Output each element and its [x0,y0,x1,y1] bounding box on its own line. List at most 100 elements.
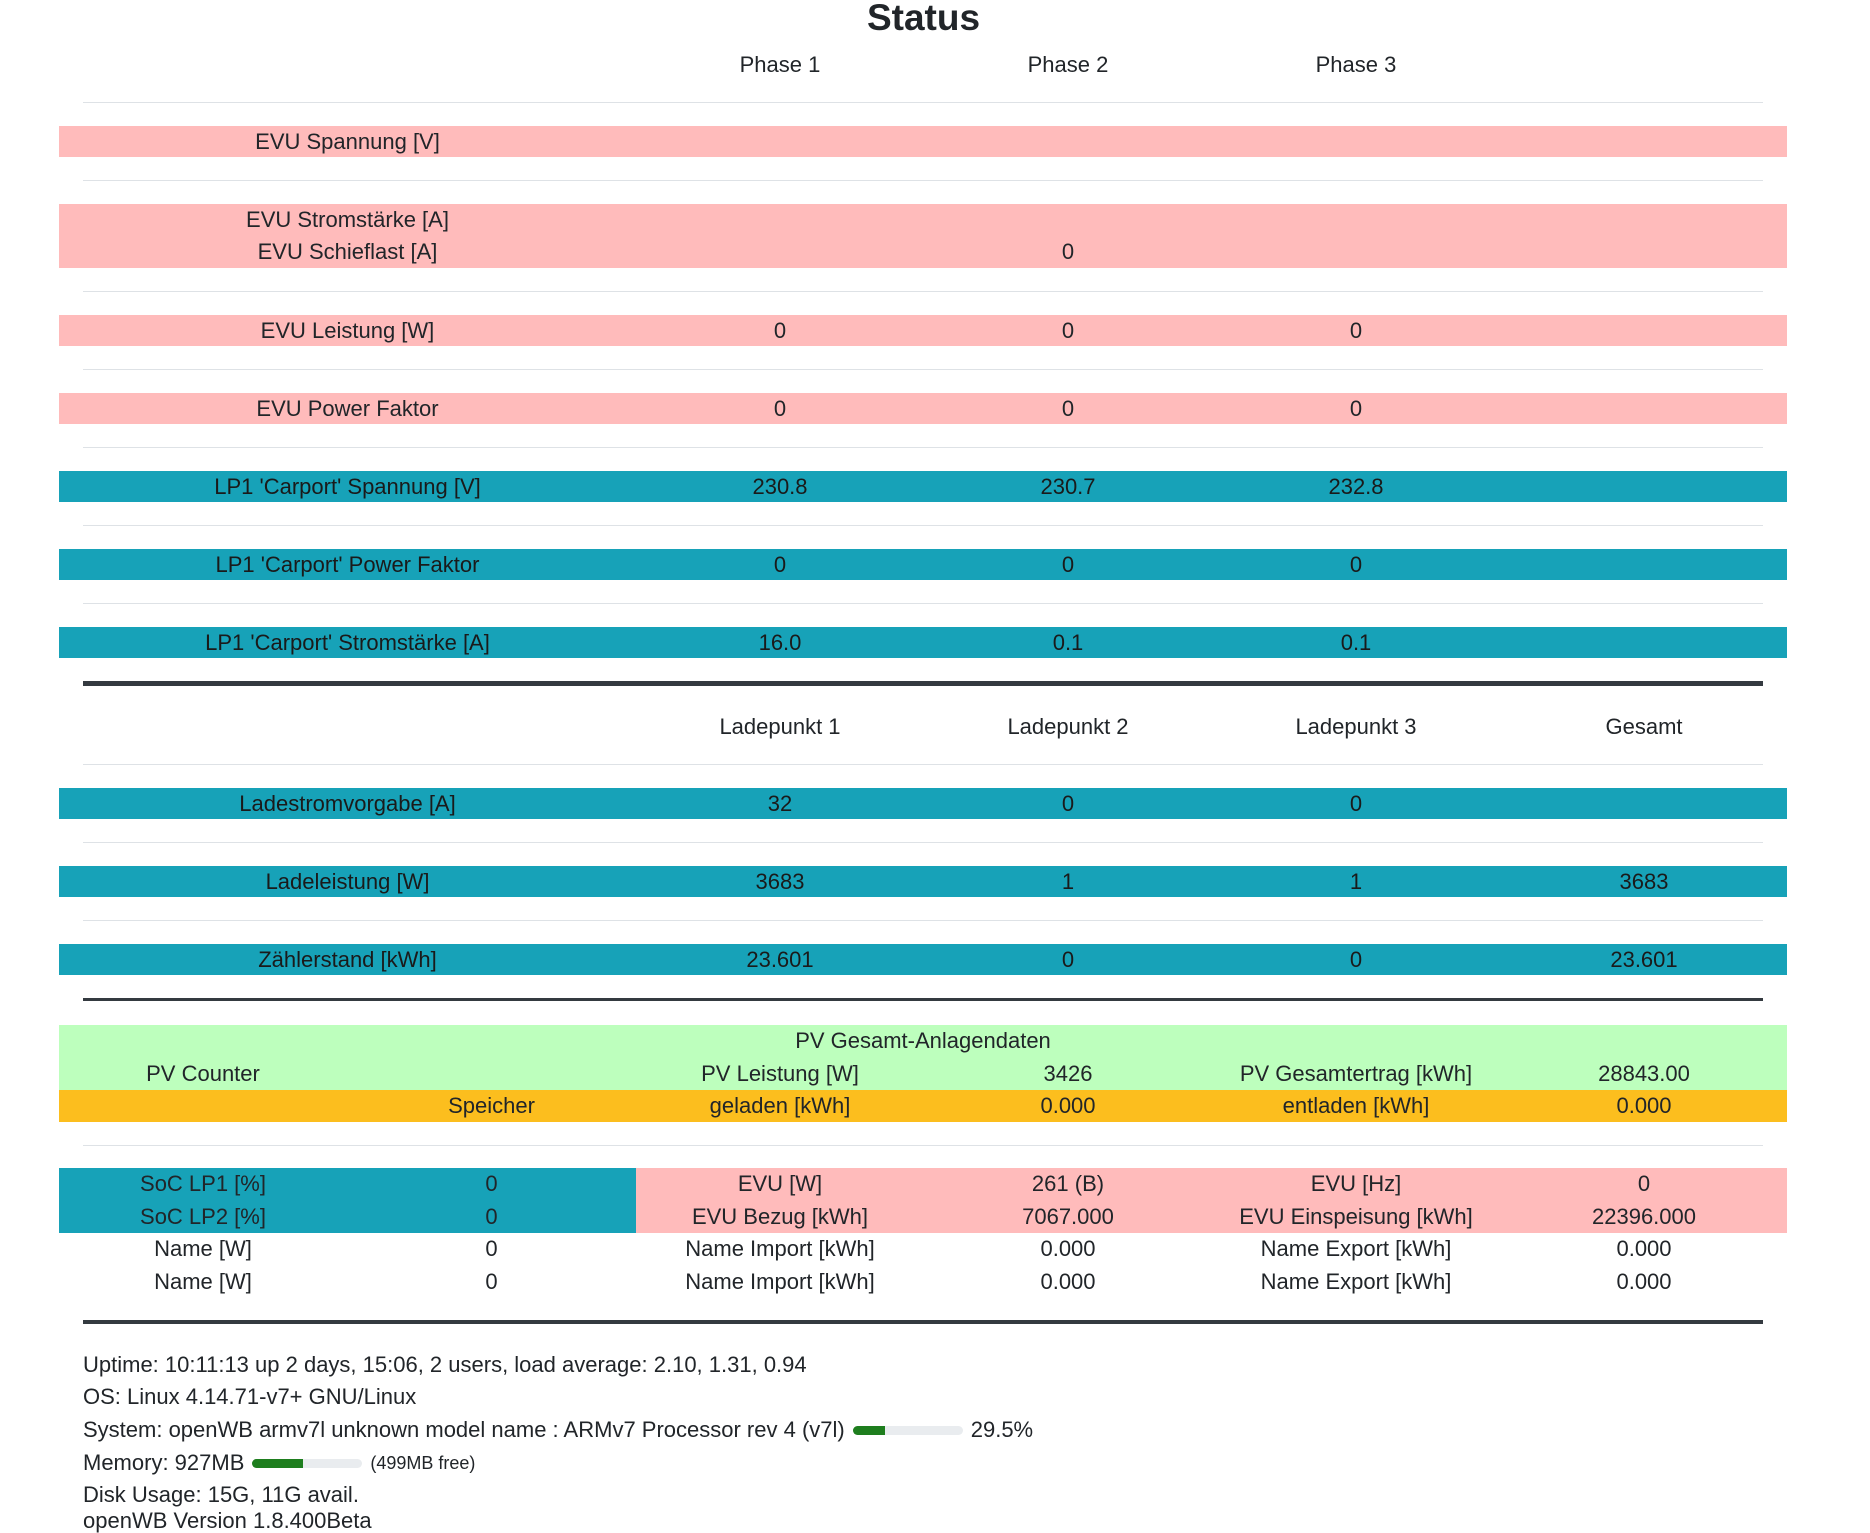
os-text: OS: Linux 4.14.71-v7+ GNU/Linux [83,1384,417,1409]
name-row: Name [W] 0 Name Import [kWh] 0.000 Name … [59,1233,1787,1265]
ladepunkt-3-value: 0 [1349,946,1363,972]
phase-1-value: 16.0 [758,629,802,655]
evu-background [636,1168,1787,1233]
phase-1-header: Phase 1 [739,51,821,77]
ladepunkt-2-header: Ladepunkt 2 [1007,713,1129,739]
ladepunkt-1-value: 32 [767,790,793,816]
pv-row: PV Gesamt-Anlagendaten PV Counter PV Lei… [59,1025,1787,1090]
ladepunkt-3-value: 1 [1349,868,1363,894]
evu-hz-value: 0 [1637,1171,1651,1196]
speicher-entladen-value: 0.000 [1616,1093,1672,1118]
row-label: EVU Leistung [W] [260,317,435,343]
phase-3-value: 0 [1349,395,1363,421]
row-label: Zählerstand [kWh] [258,946,437,972]
disk-text: Disk Usage: 15G, 11G avail. [83,1482,359,1507]
row-label: LP1 'Carport' Spannung [V] [214,473,481,499]
evu-strom-row: EVU Stromstärke [A] EVU Schieflast [A] 0 [59,204,1787,268]
version-text: openWB Version 1.8.400Beta [83,1508,372,1533]
system-text: System: openWB armv7l unknown model name… [83,1417,845,1442]
name-export-label: Name Export [kWh] [1260,1236,1452,1261]
page-title: Status [866,0,981,38]
evu-leistung-row: EVU Leistung [W] 0 0 0 [59,315,1787,346]
divider [83,369,1763,370]
evu-bezug-value: 7067.000 [1022,1203,1114,1229]
memory-progress-bar [252,1458,363,1468]
lp1-stromstaerke-row: LP1 'Carport' Stromstärke [A] 16.0 0.1 0… [59,627,1787,658]
uptime-text: Uptime: 10:11:13 up 2 days, 15:06, 2 use… [83,1352,807,1377]
divider [83,764,1763,765]
soc-evu-block: SoC LP1 [%] 0 EVU [W] 261 (B) EVU [Hz] 0… [59,1168,1787,1233]
phase-2-value: 0 [1061,317,1075,343]
system-line: System: openWB armv7l unknown model name… [83,1414,1033,1446]
speicher-geladen-label: geladen [kWh] [709,1093,851,1118]
name-value: 0 [485,1236,498,1261]
name-value: 0 [485,1268,498,1294]
name-import-value: 0.000 [1040,1268,1096,1294]
ladestromvorgabe-row: Ladestromvorgabe [A] 32 0 0 [59,788,1787,819]
row-label: LP1 'Carport' Power Faktor [215,551,480,577]
name-import-label: Name Import [kWh] [685,1268,875,1294]
evu-einspeisung-label: EVU Einspeisung [kWh] [1239,1203,1473,1229]
name-export-value: 0.000 [1616,1268,1672,1294]
divider [83,447,1763,448]
name-import-label: Name Import [kWh] [685,1236,875,1261]
ladepunkt-header-row: Ladepunkt 1 Ladepunkt 2 Ladepunkt 3 Gesa… [59,711,1787,742]
evu-hz-label: EVU [Hz] [1310,1171,1402,1196]
name-export-value: 0.000 [1616,1236,1672,1261]
evu-power-faktor-row: EVU Power Faktor 0 0 0 [59,393,1787,424]
evu-w-value: 261 (B) [1031,1171,1105,1196]
ladepunkt-3-header: Ladepunkt 3 [1295,713,1417,739]
row-label: LP1 'Carport' Stromstärke [A] [205,629,490,655]
divider [83,525,1763,526]
evu-w-label: EVU [W] [737,1171,823,1196]
name-label: Name [W] [154,1236,252,1261]
ladepunkt-1-header: Ladepunkt 1 [719,713,841,739]
phase-3-value: 0 [1349,317,1363,343]
ladepunkt-2-value: 1 [1061,868,1075,894]
gesamt-value: 23.601 [1610,946,1678,972]
speicher-label: Speicher [448,1093,535,1118]
pv-counter-label: PV Counter [146,1060,260,1086]
phase-3-header: Phase 3 [1315,51,1397,77]
speicher-row: Speicher geladen [kWh] 0.000 entladen [k… [59,1090,1787,1122]
ladepunkt-2-value: 0 [1061,790,1075,816]
pv-leistung-label: PV Leistung [W] [701,1060,859,1086]
divider [83,1145,1763,1146]
lp1-spannung-row: LP1 'Carport' Spannung [V] 230.8 230.7 2… [59,471,1787,502]
memory-free: (499MB free) [370,1453,476,1473]
row-label: EVU Power Faktor [256,395,439,421]
row-label: EVU Schieflast [A] [257,239,438,264]
phase-1-value: 230.8 [752,473,808,499]
gesamt-value: 3683 [1619,868,1669,894]
memory-text: Memory: 927MB [83,1450,245,1475]
section-divider [83,1320,1763,1324]
soc-lp2-value: 0 [485,1203,498,1229]
ladepunkt-1-value: 23.601 [746,946,814,972]
name-export-label: Name Export [kWh] [1260,1268,1452,1294]
zaehlerstand-row: Zählerstand [kWh] 23.601 0 0 23.601 [59,944,1787,975]
ladepunkt-1-value: 3683 [755,868,805,894]
evu-spannung-row: EVU Spannung [V] [59,126,1787,157]
row-label: EVU Stromstärke [A] [246,207,449,232]
soc-lp1-label: SoC LP1 [%] [140,1171,266,1196]
phase-2-value: 230.7 [1040,473,1096,499]
divider [83,920,1763,921]
ladeleistung-row: Ladeleistung [W] 3683 1 1 3683 [59,866,1787,897]
pv-gesamtertrag-label: PV Gesamtertrag [kWh] [1239,1060,1473,1086]
divider [83,603,1763,604]
phase-2-value: 0.1 [1052,629,1084,655]
ladepunkt-2-value: 0 [1061,946,1075,972]
memory-line: Memory: 927MB (499MB free) [83,1447,475,1479]
cpu-progress-bar [852,1425,963,1435]
gesamt-header: Gesamt [1605,713,1683,739]
name-import-value: 0.000 [1040,1236,1096,1261]
cpu-percent: 29.5% [970,1417,1034,1442]
pv-gesamtertrag-value: 28843.00 [1598,1060,1690,1086]
name-label: Name [W] [154,1268,252,1294]
ladepunkt-3-value: 0 [1349,790,1363,816]
phase-1-value: 0 [773,317,787,343]
soc-background [59,1168,636,1233]
divider [83,102,1763,103]
row-label: Ladestromvorgabe [A] [239,790,456,816]
divider [83,291,1763,292]
